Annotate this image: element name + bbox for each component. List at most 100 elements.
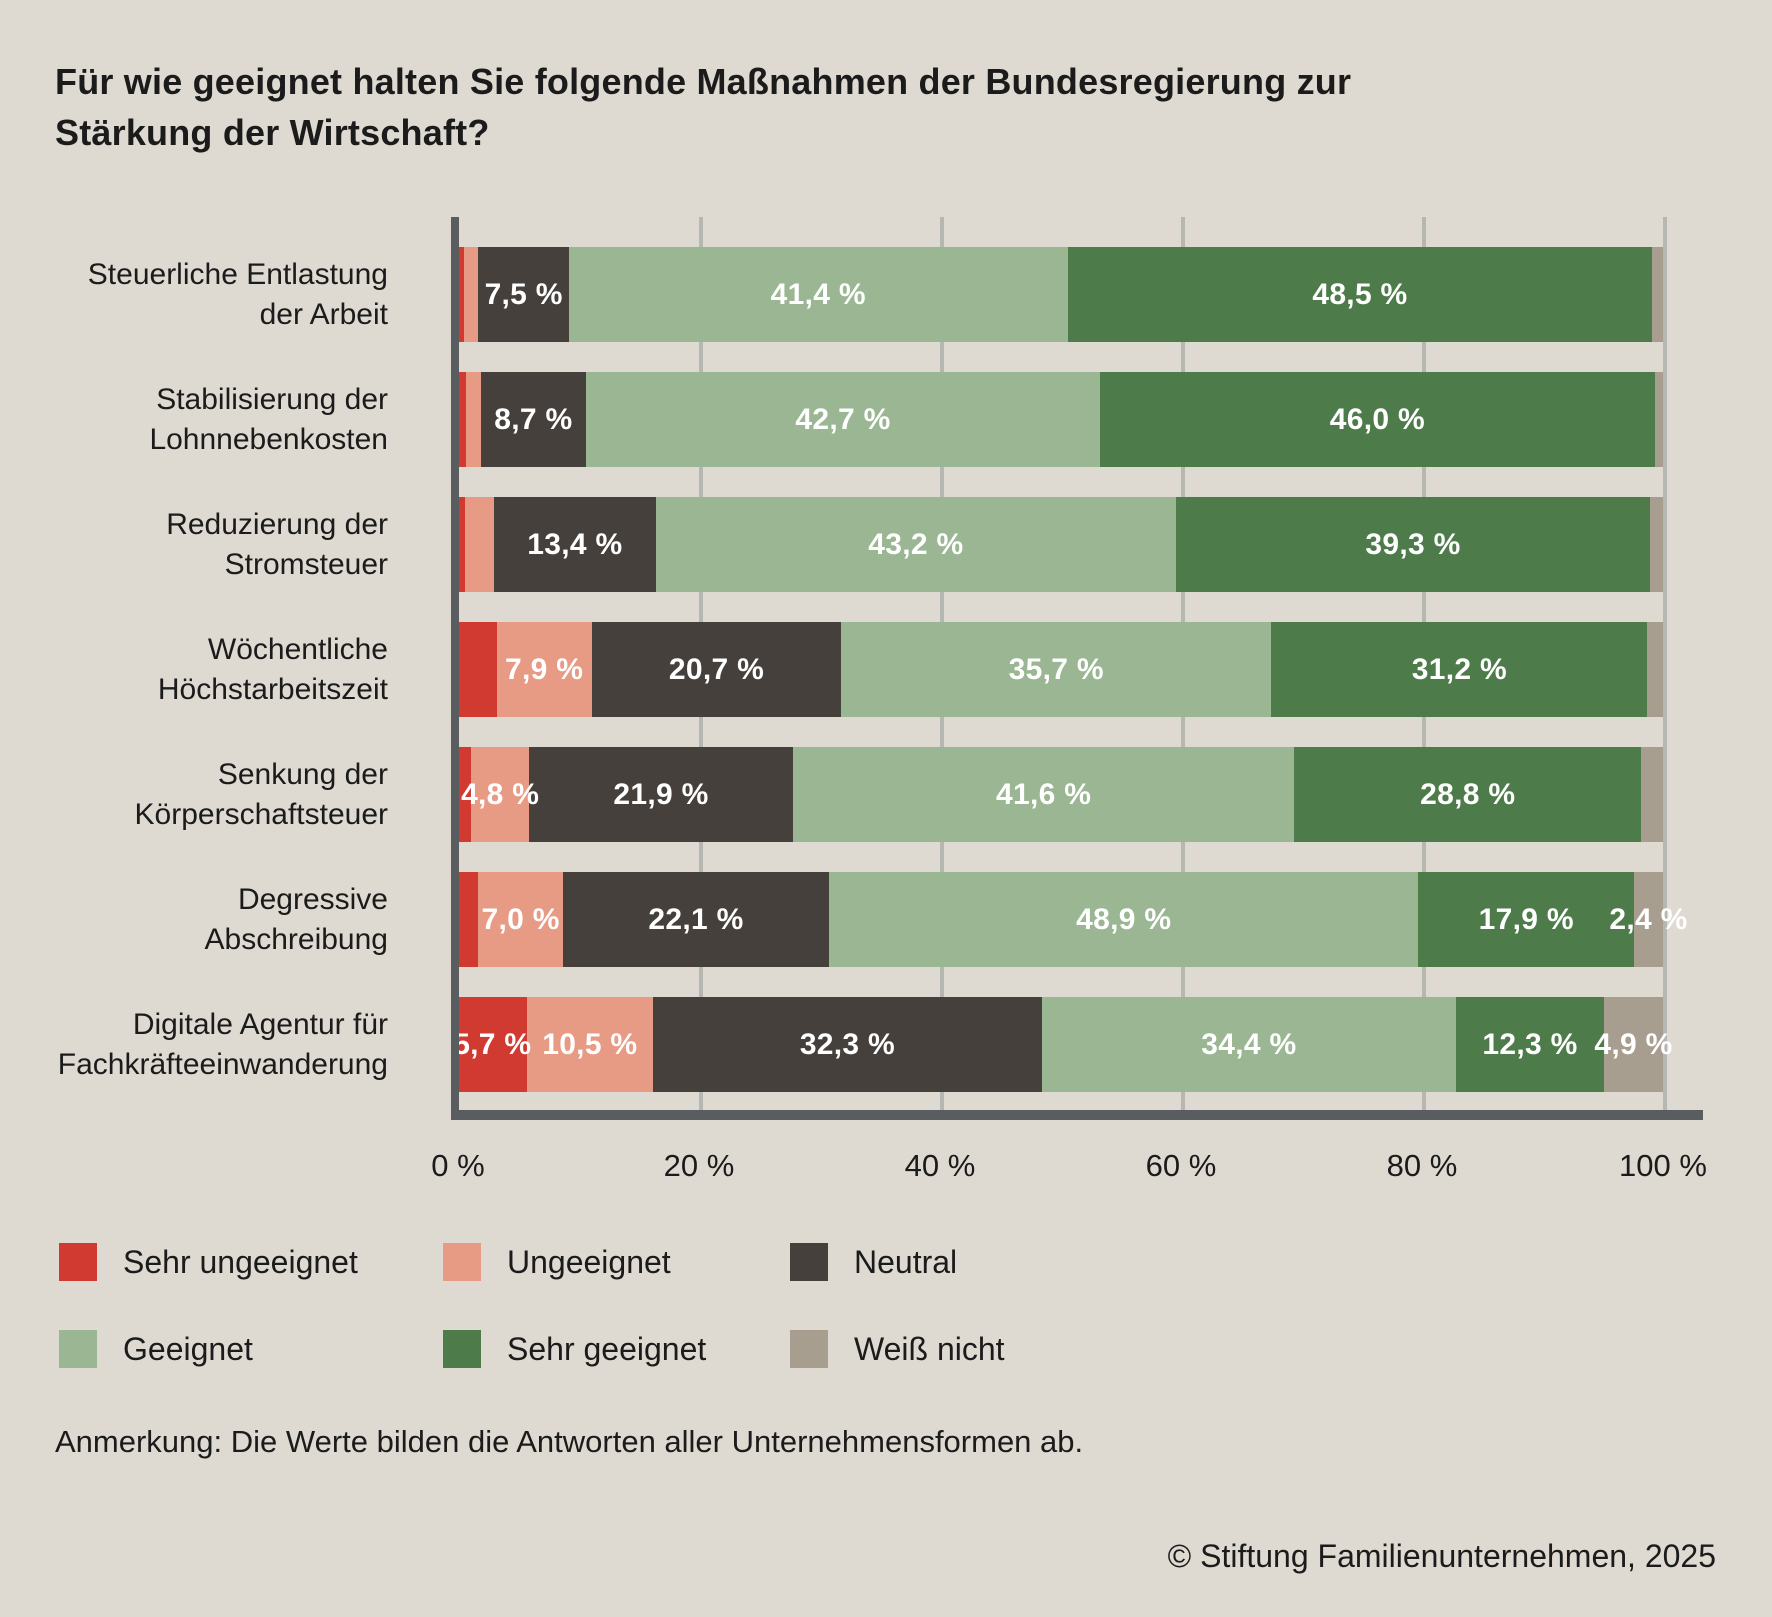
bar-segment-geeignet [1041,997,1456,1092]
bar-segment-ungeeignet [465,497,495,592]
legend-label-neutral: Neutral [854,1243,958,1280]
bar-segment-sehr-ungeeignet [458,872,479,967]
bar-segment-neutral [562,872,830,967]
bar-value-label: 41,4 % [770,277,866,311]
x-tick-label: 40 % [904,1148,976,1183]
bar-segment-sehr-geeignet [1455,997,1604,1092]
legend-label-sehr-geeignet: Sehr geeignet [507,1330,707,1367]
legend-swatch-weiß-nicht [790,1330,828,1368]
bar-segment-geeignet [568,247,1068,342]
bar-value-label: 2,4 % [1609,902,1688,936]
bar-segment-sehr-ungeeignet [458,747,472,842]
bar-segment-sehr-geeignet [1294,747,1642,842]
x-axis-line [451,1110,1703,1120]
bar-segment-sehr-geeignet [1176,497,1650,592]
bar-segment-ungeeignet [466,372,481,467]
bar-value-label: 41,6 % [996,777,1092,811]
bar-segment-ungeeignet [526,997,653,1092]
bar-segment-neutral [478,247,569,342]
bar-value-label: 42,7 % [795,402,891,436]
bar-row: 13,4 % 43,2 % 39,3 % [458,497,1663,592]
bar-value-label: 5,7 % [453,1027,532,1061]
bar-row: 7,9 % 20,7 % 35,7 % 31,2 % [458,622,1663,717]
category-label: Steuerliche Entlastung der Arbeit [87,257,388,331]
bar-segment-weiß-nicht [1654,372,1663,467]
legend-label-weiß-nicht: Weiß nicht [854,1330,1005,1367]
bar-segment-ungeeignet [471,747,530,842]
legend-swatch-sehr-ungeeignet [59,1243,97,1281]
bar-segment-neutral [529,747,793,842]
bar-segment-weiß-nicht [1652,247,1663,342]
bar-segment-ungeeignet [496,622,592,717]
footnote: Anmerkung: Die Werte bilden die Antworte… [55,1424,1084,1459]
bar-row: 8,7 % 42,7 % 46,0 % [458,372,1663,467]
bar-row: 5,7 % 10,5 % 32,3 % 34,4 % 12,3 % 4,9 % [453,997,1672,1092]
category-label: Stabilisierung der Lohnnebenkosten [149,382,388,456]
legend-label-geeignet: Geeignet [123,1330,253,1367]
bar-segment-sehr-geeignet [1418,872,1635,967]
bar-segment-geeignet [841,622,1272,717]
bar-segment-ungeeignet [478,872,563,967]
bar-value-label: 7,5 % [484,277,563,311]
bar-value-label: 21,9 % [613,777,709,811]
legend-label-sehr-ungeeignet: Sehr ungeeignet [123,1243,358,1280]
bar-value-label: 43,2 % [868,527,964,561]
category-label: Digitale Agentur für Fachkräfteeinwander… [57,1007,388,1081]
bar-value-label: 35,7 % [1008,652,1104,686]
bar-segment-geeignet [829,872,1419,967]
bar-segment-neutral [591,622,842,717]
bar-value-label: 32,3 % [799,1027,896,1061]
bar-value-label: 7,0 % [481,902,560,936]
bar-value-label: 48,9 % [1076,902,1172,936]
bar-value-label: 10,5 % [542,1027,638,1061]
bar-value-label: 31,2 % [1411,652,1507,686]
bar-value-label: 48,5 % [1312,277,1408,311]
legend-swatch-geeignet [59,1330,97,1368]
bar-segment-weiß-nicht [1603,997,1663,1092]
bar-segment-sehr-ungeeignet [458,372,467,467]
bar-value-label: 8,7 % [494,402,573,436]
category-label: Reduzierung der Stromsteuer [166,507,388,581]
x-tick-label: 80 % [1386,1148,1458,1183]
bar-segment-sehr-ungeeignet [458,997,527,1092]
y-axis-line [451,217,459,1120]
bar-segment-sehr-geeignet [1067,247,1653,342]
bar-segment-sehr-geeignet [1271,622,1648,717]
bar-value-label: 12,3 % [1482,1027,1578,1061]
category-label: Wöchentliche Höchstarbeitszeit [157,632,388,706]
bar-value-label: 34,4 % [1201,1027,1297,1061]
bar-value-label: 46,0 % [1329,402,1426,436]
legend-swatch-ungeeignet [443,1243,481,1281]
bar-segment-weiß-nicht [1641,747,1663,842]
bar-segment-sehr-ungeeignet [458,247,465,342]
bar-segment-weiß-nicht [1649,497,1663,592]
bar-value-label: 39,3 % [1365,527,1461,561]
bar-value-label: 20,7 % [668,652,765,686]
bar-value-label: 7,9 % [505,652,584,686]
bar-segment-sehr-geeignet [1100,372,1655,467]
bar-segment-neutral [480,372,586,467]
x-tick-label: 20 % [663,1148,735,1183]
bar-row: 7,0 % 22,1 % 48,9 % 17,9 % 2,4 % [458,872,1687,967]
bar-row: 7,5 % 41,4 % 48,5 % [458,247,1663,342]
bar-segment-geeignet [655,497,1177,592]
copyright: © Stiftung Familienunternehmen, 2025 [1167,1538,1716,1574]
bar-segment-ungeeignet [464,247,479,342]
bar-value-label: 22,1 % [648,902,744,936]
bar-segment-weiß-nicht [1634,872,1663,967]
bar-value-label: 4,8 % [461,777,540,811]
legend-swatch-sehr-geeignet [443,1330,481,1368]
bar-segment-geeignet [792,747,1295,842]
legend-label-ungeeignet: Ungeeignet [507,1243,671,1280]
category-label: Degressive Abschreibung [204,882,388,956]
gridline [1663,217,1667,1110]
bar-value-label: 13,4 % [527,527,623,561]
legend-swatch-neutral [790,1243,828,1281]
bar-segment-sehr-ungeeignet [458,497,466,592]
bar-segment-neutral [494,497,656,592]
bar-segment-weiß-nicht [1647,622,1663,717]
bar-segment-neutral [653,997,1042,1092]
bar-segment-sehr-ungeeignet [458,622,497,717]
page-title: Für wie geeignet halten Sie folgende Maß… [55,61,1352,154]
